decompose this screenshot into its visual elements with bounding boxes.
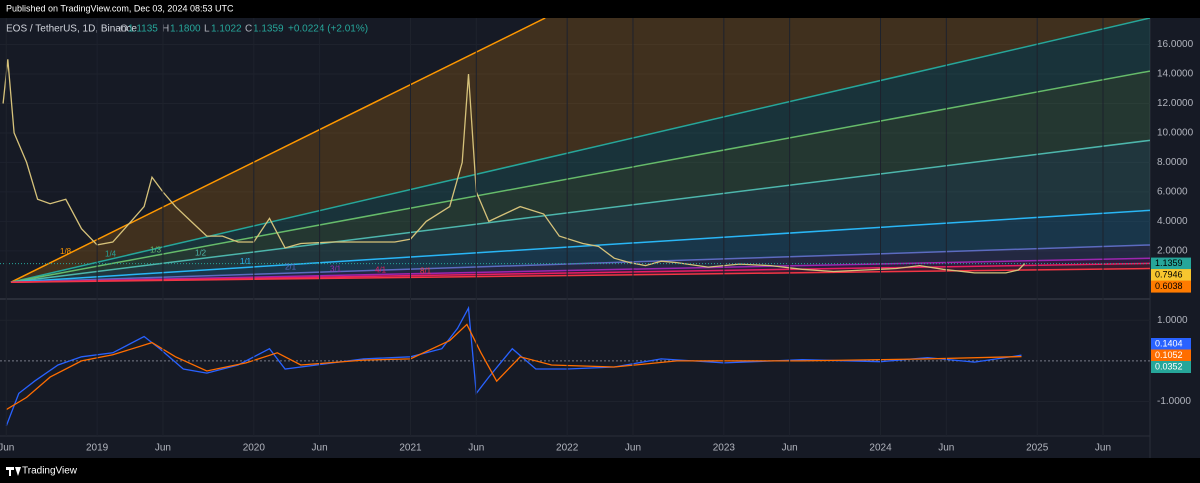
fan-label: 1/8 — [60, 247, 72, 256]
footer-bar — [0, 458, 1200, 483]
price-tag-label: 0.7946 — [1155, 269, 1183, 279]
h-label: H — [162, 24, 169, 35]
price-tag — [1151, 269, 1191, 282]
fan-label: 3/1 — [330, 265, 342, 274]
series-line — [5, 323, 1022, 411]
change: +0.0224 (+2.01%) — [288, 24, 368, 35]
fan-label: 8/1 — [420, 266, 432, 275]
fan-line — [10, 18, 1150, 283]
x-tick-label: Jun — [1095, 443, 1111, 454]
series-line — [5, 305, 1022, 427]
x-tick-label: Jun — [0, 443, 14, 454]
y-tick-label: 8.0000 — [1157, 157, 1188, 168]
published-text: Published on TradingView.com, Dec 03, 20… — [6, 3, 234, 13]
fan-line — [10, 70, 1150, 283]
fan-line — [10, 244, 1150, 283]
fan-label: 4/1 — [375, 265, 387, 274]
price-pane: 1/8 1/4 1/3 1/2 1/1 2/1 3/1 4/1 8/1 — [0, 18, 1150, 283]
high: 1.1800 — [170, 24, 201, 35]
fan-line — [10, 18, 546, 283]
fan-label: 2/1 — [285, 262, 297, 271]
x-tick-label: Jun — [468, 443, 484, 454]
symbol: EOS / TetherUS, 1D, Binance — [6, 24, 137, 35]
legend: EOS / TetherUS, 1D, Binance O 1.1135 H 1… — [6, 24, 368, 35]
x-tick-label: Jun — [312, 443, 328, 454]
fan-line — [10, 262, 1150, 283]
x-tick-label: 2021 — [399, 443, 422, 454]
x-tick-label: 2024 — [869, 443, 892, 454]
o-label: O — [120, 24, 128, 35]
indicator-tag-label: 0.1052 — [1155, 350, 1183, 360]
y-tick-label: 12.0000 — [1157, 98, 1194, 109]
y-tick-label: 10.0000 — [1157, 128, 1194, 139]
x-tick-label: Jun — [625, 443, 641, 454]
price-tag-label: 0.6038 — [1155, 281, 1183, 291]
indicator-tag — [1151, 338, 1191, 350]
price-tag — [1151, 280, 1191, 293]
x-tick-label: 2019 — [86, 443, 109, 454]
y-tick-label: 2.0000 — [1157, 245, 1188, 256]
indicator-tag — [1151, 361, 1191, 373]
x-tick-label: 2022 — [556, 443, 579, 454]
x-tick-label: 2025 — [1026, 443, 1049, 454]
y-tick-label: 6.0000 — [1157, 187, 1188, 198]
fan-label: 1/3 — [150, 246, 162, 255]
l-label: L — [204, 24, 210, 35]
fan-label: 1/4 — [105, 250, 117, 259]
brand-logo — [6, 467, 21, 476]
indicator-tag-label: 0.0352 — [1155, 361, 1183, 371]
y2-tick-label: 1.0000 — [1157, 315, 1188, 326]
series-line — [2, 59, 1026, 274]
open: 1.1135 — [128, 24, 158, 35]
x-tick-label: 2020 — [243, 443, 266, 454]
indicator-tag — [1151, 349, 1191, 362]
indicator-tag-label: 0.1404 — [1155, 338, 1183, 348]
fan-label: 1/1 — [240, 257, 252, 266]
header-bar — [0, 0, 1200, 18]
y-tick-label: 4.0000 — [1157, 216, 1188, 227]
brand: TradingView — [22, 466, 78, 477]
x-tick-label: Jun — [782, 443, 798, 454]
fan-label: 1/2 — [195, 248, 207, 257]
y-tick-label: 16.0000 — [1157, 39, 1194, 50]
fan-line — [10, 139, 1150, 283]
price-tag — [1151, 257, 1191, 270]
y-tick-label: 14.0000 — [1157, 69, 1194, 80]
fan-line — [10, 257, 1150, 283]
close: 1.1359 — [253, 24, 284, 35]
price-tag-label: 1.1359 — [1155, 258, 1183, 268]
low: 1.1022 — [211, 24, 242, 35]
indicator-pane — [0, 305, 1150, 427]
x-tick-label: Jun — [155, 443, 171, 454]
fan-line — [10, 209, 1150, 283]
x-tick-label: Jun — [938, 443, 954, 454]
y2-tick-label: -1.0000 — [1157, 396, 1191, 407]
x-tick-label: 2023 — [713, 443, 736, 454]
c-label: C — [245, 24, 252, 35]
